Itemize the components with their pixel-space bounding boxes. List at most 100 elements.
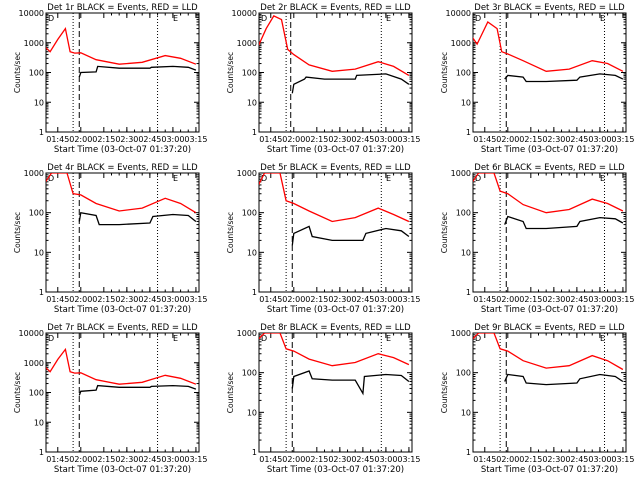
x-tick-label: 02:00 [496,455,519,464]
chart-panel: Det 7r BLACK = Events, RED = LLD 1 10 100 10… [13,323,207,475]
x-tick-label: 02:45 [138,135,161,144]
plot-symbol-label: E [600,14,605,23]
plot-symbol-label: D [48,334,54,343]
x-tick-label: 02:15 [92,455,115,464]
plot-symbol-label: D [261,14,267,23]
x-axis-label: Start Time (03-Oct-07 01:37:20) [54,465,191,475]
y-tick-label: 100 [456,369,471,378]
y-tick-label: 1 [39,128,44,137]
x-tick-label: 03:00 [374,455,397,464]
x-tick-label: 02:15 [305,455,328,464]
x-tick-label: 03:00 [374,135,397,144]
y-axis-label: Counts/sec [226,52,235,93]
x-axis-label: Start Time (03-Oct-07 01:37:20) [481,305,618,315]
y-axis-label: Counts/sec [13,52,22,93]
y-tick-label: 1 [252,288,257,297]
x-tick-label: 03:00 [588,295,611,304]
chart-panel: Det 6r BLACK = Events, RED = LLD 1 10 100 10… [440,163,634,315]
y-tick-label: 10 [247,98,257,107]
chart-title: Det 2r BLACK = Events, RED = LLD [260,3,411,13]
x-tick-label: 01:45 [259,135,282,144]
x-tick-label: 02:45 [565,295,588,304]
y-tick-label: 100 [456,209,471,218]
y-axis-label: Counts/sec [13,212,22,253]
x-tick-label: 02:45 [565,455,588,464]
x-tick-label: 02:45 [565,135,588,144]
y-tick-label: 1000 [451,169,471,178]
plot-symbol-label: E [173,334,178,343]
events-series-line [78,211,197,226]
chart-title: Det 6r BLACK = Events, RED = LLD [474,163,625,173]
x-tick-label: 02:00 [282,455,305,464]
events-series-line [291,73,410,94]
x-tick-label: 02:30 [328,455,351,464]
x-tick-label: 02:00 [69,135,92,144]
plot-frame [472,332,627,453]
plot-symbol-label: E [600,174,605,183]
plot-frame [472,172,627,293]
x-tick-label: 02:30 [328,135,351,144]
x-tick-label: 02:45 [351,295,374,304]
x-tick-label: 03:15 [184,135,207,144]
x-tick-label: 02:00 [69,455,92,464]
y-tick-label: 1 [252,128,257,137]
plot-frame [472,12,627,133]
y-axis-label: Counts/sec [440,212,449,253]
y-tick-label: 10000 [19,9,44,18]
x-tick-label: 03:15 [397,135,420,144]
chart-title: Det 7r BLACK = Events, RED = LLD [47,323,198,333]
chart-panel: Det 4r BLACK = Events, RED = LLD 1 10 100 10… [13,163,207,315]
lld-series-line [473,333,624,371]
x-tick-label: 03:15 [611,135,634,144]
chart-panel: Det 3r BLACK = Events, RED = LLD 1 10 100 10… [440,3,634,155]
y-tick-label: 100 [29,69,44,78]
plot-symbol-label: D [48,14,54,23]
x-tick-label: 02:30 [542,455,565,464]
x-tick-label: 02:30 [115,295,138,304]
y-axis-label: Counts/sec [226,212,235,253]
y-axis-label: Counts/sec [13,372,22,413]
x-axis-label: Start Time (03-Oct-07 01:37:20) [54,145,191,155]
events-series-line [504,215,624,230]
x-axis-label: Start Time (03-Oct-07 01:37:20) [54,305,191,315]
events-series-line [504,373,624,386]
x-axis-label: Start Time (03-Oct-07 01:37:20) [267,465,404,475]
lld-series-line [46,26,197,65]
plot-frame [258,12,413,133]
x-tick-label: 02:45 [351,135,374,144]
plot-symbol-label: D [261,334,267,343]
x-tick-label: 02:00 [496,295,519,304]
plot-symbol-label: E [386,334,391,343]
x-tick-label: 02:00 [282,135,305,144]
plot-symbol-label: D [475,14,481,23]
events-series-line [78,65,197,78]
x-tick-label: 02:00 [69,295,92,304]
y-tick-label: 10000 [19,329,44,338]
y-tick-label: 10000 [232,9,257,18]
x-tick-label: 03:00 [588,455,611,464]
y-tick-label: 10 [34,418,44,427]
x-tick-label: 02:30 [542,295,565,304]
x-axis-label: Start Time (03-Oct-07 01:37:20) [267,305,404,315]
x-tick-label: 03:00 [161,455,184,464]
plot-symbol-label: D [475,334,481,343]
x-tick-label: 01:45 [46,135,69,144]
x-tick-label: 02:15 [92,295,115,304]
y-tick-label: 10 [247,408,257,417]
chart-panel: Det 1r BLACK = Events, RED = LLD 1 10 100 10… [13,3,207,155]
y-tick-label: 100 [242,209,257,218]
events-series-line [78,384,197,396]
x-tick-label: 02:30 [328,295,351,304]
events-series-line [291,225,410,246]
lld-series-line [259,173,410,223]
chart-panel: Det 9r BLACK = Events, RED = LLD 1 10 100 10… [440,323,634,475]
x-tick-label: 03:15 [397,455,420,464]
y-tick-label: 1000 [24,39,44,48]
x-tick-label: 03:00 [161,135,184,144]
y-tick-label: 10 [461,248,471,257]
lld-series-line [46,347,197,385]
y-tick-label: 10 [34,98,44,107]
y-tick-label: 1000 [237,329,257,338]
x-tick-label: 02:15 [519,135,542,144]
x-tick-label: 03:15 [184,295,207,304]
